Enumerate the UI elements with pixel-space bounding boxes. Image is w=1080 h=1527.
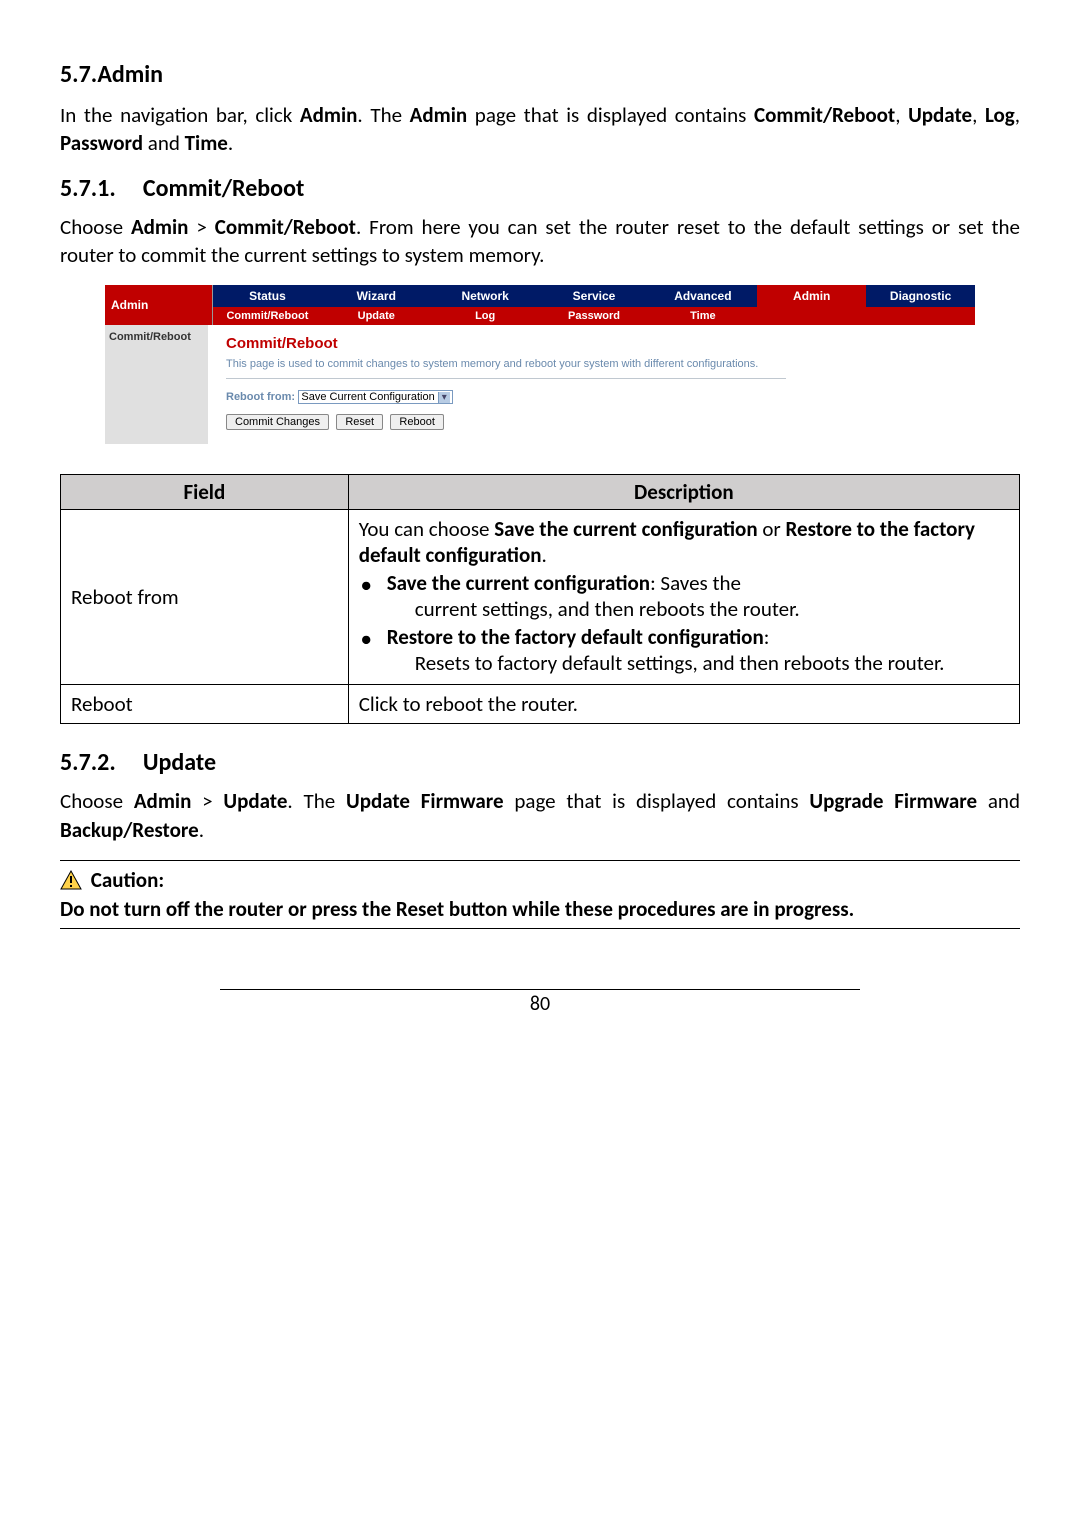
heading-5-7-1-title: Commit/Reboot xyxy=(143,174,304,203)
caution-label: Caution: xyxy=(91,867,164,893)
rs-tabs-top: StatusWizardNetworkServiceAdvancedAdminD… xyxy=(213,285,975,307)
rs-reboot-from-label: Reboot from: xyxy=(226,391,295,403)
rs-panel-desc: This page is used to commit changes to s… xyxy=(226,358,786,379)
cell-field-0: Reboot from xyxy=(61,510,349,685)
heading-5-7: 5.7.Admin xyxy=(60,60,1020,89)
list-item: ●Restore to the factory default configur… xyxy=(387,624,1009,676)
rs-panel-title: Commit/Reboot xyxy=(226,335,957,352)
para-5-7-intro: In the navigation bar, click Admin. The … xyxy=(60,101,1020,158)
bullet-icon: ● xyxy=(361,574,387,596)
rs-body: Commit/Reboot This page is used to commi… xyxy=(208,325,975,444)
para-5-7-2-intro: Choose Admin > Update. The Update Firmwa… xyxy=(60,787,1020,844)
rs-tab-sub-log[interactable]: Log xyxy=(431,307,540,325)
rs-side-sub: Commit/Reboot xyxy=(105,325,208,444)
heading-5-7-2-title: Update xyxy=(143,748,216,777)
heading-5-7-1-num: 5.7.1. xyxy=(60,174,116,203)
rs-commit-button[interactable]: Commit Changes xyxy=(226,414,329,430)
caution-box: Caution: Do not turn off the router or p… xyxy=(60,860,1020,929)
chevron-down-icon: ▾ xyxy=(438,392,450,403)
rs-tab-sub-password[interactable]: Password xyxy=(540,307,649,325)
heading-5-7-title: Admin xyxy=(97,60,163,89)
rs-reset-button[interactable]: Reset xyxy=(336,414,383,430)
heading-5-7-2: 5.7.2. Update xyxy=(60,748,1020,777)
warning-icon xyxy=(60,870,82,896)
table-row: Reboot Click to reboot the router. xyxy=(61,685,1020,724)
heading-5-7-2-num: 5.7.2. xyxy=(60,748,116,777)
rs-tab-sub-commit-reboot[interactable]: Commit/Reboot xyxy=(213,307,322,325)
page-number: 80 xyxy=(220,989,860,1016)
rs-tab-top-diagnostic[interactable]: Diagnostic xyxy=(866,285,975,307)
cell-desc-1: Click to reboot the router. xyxy=(348,685,1019,724)
rs-tab-sub-update[interactable]: Update xyxy=(322,307,431,325)
rs-tabs-sub: Commit/RebootUpdateLogPasswordTime xyxy=(213,307,975,325)
list-item: ●Save the current configuration: Saves t… xyxy=(387,570,1009,622)
table-row: Reboot from You can choose Save the curr… xyxy=(61,510,1020,685)
field-description-table: Field Description Reboot from You can ch… xyxy=(60,474,1020,724)
rs-tab-top-service[interactable]: Service xyxy=(540,285,649,307)
bullet-icon: ● xyxy=(361,628,387,650)
th-field: Field xyxy=(61,475,349,510)
rs-tab-top-advanced[interactable]: Advanced xyxy=(648,285,757,307)
rs-tab-top-wizard[interactable]: Wizard xyxy=(322,285,431,307)
heading-5-7-num: 5.7. xyxy=(60,60,97,89)
router-screenshot: Admin StatusWizardNetworkServiceAdvanced… xyxy=(105,285,975,444)
rs-reboot-button[interactable]: Reboot xyxy=(390,414,443,430)
rs-side-label: Admin xyxy=(105,285,213,325)
caution-text: Do not turn off the router or press the … xyxy=(60,896,1020,922)
rs-tab-top-status[interactable]: Status xyxy=(213,285,322,307)
rs-tab-sub-time[interactable]: Time xyxy=(648,307,757,325)
rs-tab-top-network[interactable]: Network xyxy=(431,285,540,307)
rs-tab-top-admin[interactable]: Admin xyxy=(757,285,866,307)
para-5-7-1-intro: Choose Admin > Commit/Reboot. From here … xyxy=(60,213,1020,270)
th-description: Description xyxy=(348,475,1019,510)
cell-field-1: Reboot xyxy=(61,685,349,724)
cell-desc-0: You can choose Save the current configur… xyxy=(348,510,1019,685)
rs-reboot-from-select[interactable]: Save Current Configuration ▾ xyxy=(298,390,452,404)
heading-5-7-1: 5.7.1. Commit/Reboot xyxy=(60,174,1020,203)
